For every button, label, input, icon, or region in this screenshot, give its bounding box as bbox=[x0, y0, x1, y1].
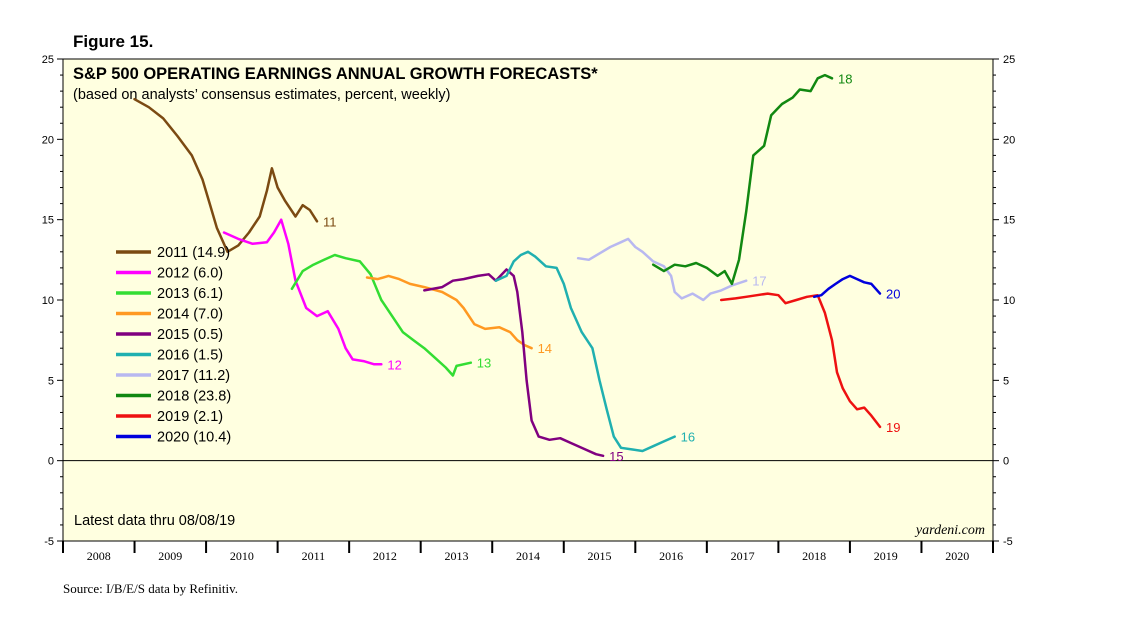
legend-entry: 2014 (7.0) bbox=[157, 307, 223, 323]
y-tick-label-right: 20 bbox=[1003, 134, 1015, 146]
x-tick-label: 2011 bbox=[302, 549, 326, 563]
legend-entry: 2017 (11.2) bbox=[157, 368, 230, 384]
y-tick-label-right: 25 bbox=[1003, 54, 1015, 66]
x-tick-label: 2018 bbox=[802, 549, 826, 563]
series-line-16 bbox=[494, 250, 676, 453]
watermark: yardeni.com bbox=[914, 523, 985, 538]
y-tick-label-right: 5 bbox=[1003, 375, 1009, 387]
series-line-18 bbox=[651, 73, 834, 286]
legend-entry: 2016 (1.5) bbox=[157, 348, 223, 364]
latest-data-note: Latest data thru 08/08/19 bbox=[74, 513, 235, 529]
x-tick-label: 2014 bbox=[516, 549, 540, 563]
y-tick-label-left: 5 bbox=[48, 375, 54, 387]
series-end-label-20: 20 bbox=[886, 287, 900, 302]
series-line-17 bbox=[576, 237, 748, 302]
series-end-label-11: 11 bbox=[323, 214, 337, 229]
legend-entry: 2020 (10.4) bbox=[157, 430, 231, 446]
series-line-14 bbox=[365, 274, 533, 350]
series-line-11 bbox=[133, 97, 319, 254]
legend-entry: 2013 (6.1) bbox=[157, 286, 223, 302]
series-lines: 11 12 13 14 15 16 17 18 19 20 bbox=[133, 71, 900, 464]
x-tick-label: 2013 bbox=[444, 549, 468, 563]
legend-entry: 2011 (14.9) bbox=[157, 245, 230, 261]
series-line-15 bbox=[423, 268, 605, 458]
x-tick-label: 2012 bbox=[373, 549, 397, 563]
y-tick-label-left: 25 bbox=[42, 54, 54, 66]
x-tick-label: 2020 bbox=[945, 549, 969, 563]
y-tick-label-right: 10 bbox=[1003, 295, 1015, 307]
y-tick-label-right: -5 bbox=[1003, 536, 1013, 548]
y-tick-label-left: 20 bbox=[42, 134, 54, 146]
series-end-label-16: 16 bbox=[681, 430, 695, 445]
series-end-label-13: 13 bbox=[477, 356, 491, 371]
x-tick-label: 2016 bbox=[659, 549, 683, 563]
series-end-label-15: 15 bbox=[609, 449, 623, 464]
y-tick-label-left: 15 bbox=[42, 215, 54, 227]
figure-label: Figure 15. bbox=[73, 32, 153, 51]
series-end-label-12: 12 bbox=[387, 357, 401, 372]
y-tick-label-right: 15 bbox=[1003, 215, 1015, 227]
legend: 2011 (14.9) 2012 (6.0) 2013 (6.1) 2014 (7.0… bbox=[116, 245, 231, 446]
series-line-20 bbox=[812, 274, 882, 299]
series-end-label-17: 17 bbox=[752, 274, 766, 289]
y-tick-label-left: 0 bbox=[48, 456, 54, 468]
x-tick-label: 2008 bbox=[87, 549, 111, 563]
x-tick-label: 2015 bbox=[588, 549, 612, 563]
x-tick-label: 2010 bbox=[230, 549, 254, 563]
legend-entry: 2015 (0.5) bbox=[157, 327, 223, 343]
x-tick-label: 2017 bbox=[731, 549, 755, 563]
x-tick-label: 2019 bbox=[874, 549, 898, 563]
legend-entry: 2019 (2.1) bbox=[157, 409, 223, 425]
chart-title: S&P 500 OPERATING EARNINGS ANNUAL GROWTH… bbox=[73, 65, 598, 83]
legend-entry: 2018 (23.8) bbox=[157, 389, 231, 405]
legend-entry: 2012 (6.0) bbox=[157, 266, 223, 282]
series-end-label-18: 18 bbox=[838, 71, 852, 86]
chart-subtitle: (based on analysts’ consensus estimates,… bbox=[73, 87, 450, 103]
y-tick-label-left: -5 bbox=[44, 536, 54, 548]
x-tick-label: 2009 bbox=[158, 549, 182, 563]
y-tick-label-left: 10 bbox=[42, 295, 54, 307]
source-note: Source: I/B/E/S data by Refinitiv. bbox=[63, 581, 238, 596]
series-line-13 bbox=[290, 253, 473, 377]
y-tick-label-right: 0 bbox=[1003, 456, 1009, 468]
series-end-label-14: 14 bbox=[538, 341, 552, 356]
series-end-label-19: 19 bbox=[886, 420, 900, 435]
series-line-12 bbox=[222, 218, 383, 366]
